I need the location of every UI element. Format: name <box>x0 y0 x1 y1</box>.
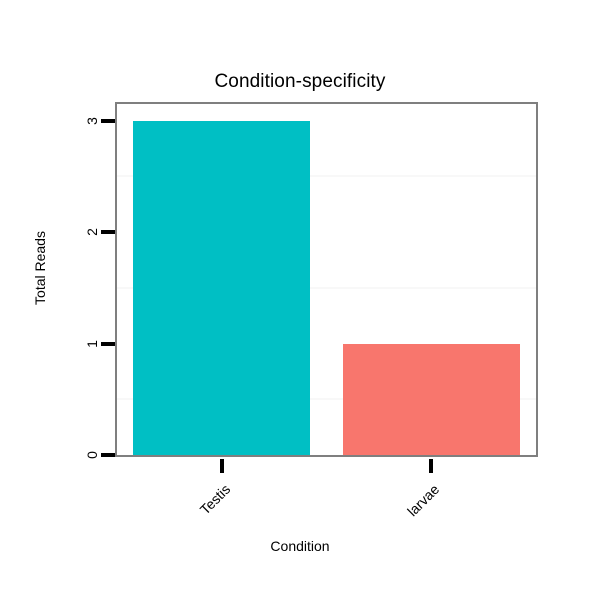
y-tick-label: 1 <box>84 339 101 348</box>
y-tick-mark <box>101 118 115 123</box>
y-tick-label: 0 <box>84 451 101 459</box>
chart-title: Condition-specificity <box>214 71 386 92</box>
bar-testis[interactable] <box>133 120 311 455</box>
y-tick-mark <box>101 453 115 457</box>
x-tick-mark <box>219 459 224 473</box>
plot-area <box>117 104 536 455</box>
y-tick-mark <box>101 341 115 346</box>
y-tick-label: 3 <box>84 116 101 125</box>
x-tick-label-testis: Testis <box>196 481 234 518</box>
x-tick-mark <box>429 459 434 473</box>
y-tick-mark <box>101 230 115 235</box>
gridline-minor <box>117 175 536 178</box>
bar-larvae[interactable] <box>342 343 520 455</box>
gridline-minor <box>117 398 536 401</box>
plot-panel <box>115 102 538 457</box>
x-axis-title: Condition <box>270 538 330 554</box>
x-tick-label-larvae: larvae <box>404 481 443 520</box>
y-tick-label: 2 <box>84 228 101 237</box>
gridline-minor <box>117 286 536 289</box>
